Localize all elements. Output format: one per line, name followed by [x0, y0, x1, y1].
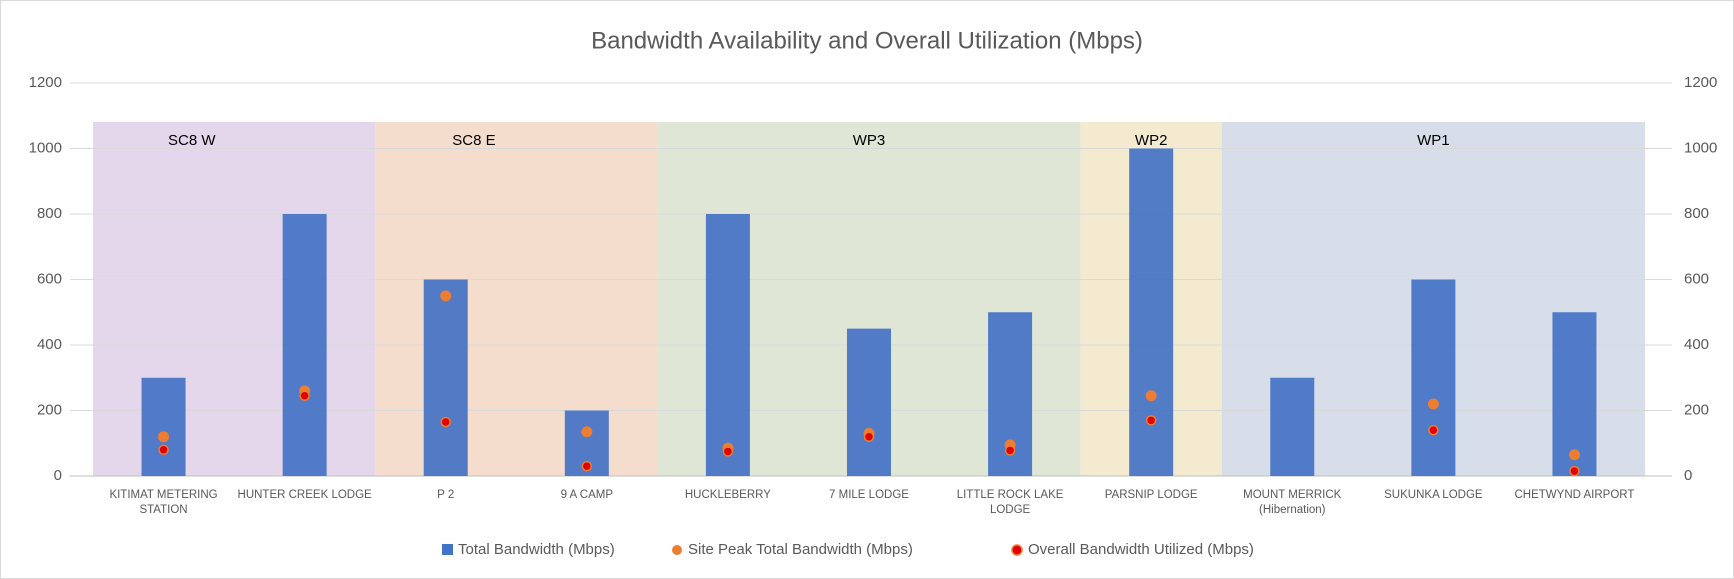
dot: [1145, 390, 1157, 402]
x-tick-label: PARSNIP LODGE: [1104, 489, 1198, 501]
x-tick-label: P 2: [437, 489, 455, 501]
region-label: SC8 E: [452, 132, 495, 149]
region-label: SC8 W: [168, 132, 216, 149]
dot: [1004, 445, 1016, 456]
y2-tick-label: 400: [1684, 336, 1709, 353]
dot: [581, 426, 593, 438]
y2-tick-label: 200: [1684, 401, 1709, 418]
dot: [1569, 465, 1580, 477]
dot: [440, 416, 451, 428]
dot: [581, 460, 593, 472]
y-tick-label: 0: [54, 467, 62, 484]
y-tick-label: 800: [37, 205, 62, 222]
dot: [1428, 424, 1439, 436]
x-tick-label: SUKUNKA LODGE: [1384, 489, 1483, 501]
x-tick-label: KITIMAT METERING STATION: [109, 489, 218, 516]
region-label: WP2: [1135, 132, 1168, 149]
y2-tick-label: 0: [1684, 467, 1692, 484]
y2-tick-label: 1200: [1684, 74, 1717, 91]
bar: [282, 214, 327, 476]
bar: [423, 279, 468, 476]
dot: [863, 431, 875, 442]
dot: [1427, 398, 1439, 410]
x-tick-label: 9 A CAMP: [560, 489, 614, 501]
y2-tick-label: 1000: [1684, 139, 1717, 156]
y2-tick-label: 800: [1684, 205, 1709, 222]
dot: [1145, 415, 1157, 426]
dot: [1568, 449, 1580, 461]
legend-swatch: [442, 544, 453, 555]
legend-swatch: [1011, 544, 1023, 556]
y2-tick-label: 600: [1684, 270, 1709, 287]
y-tick-label: 200: [37, 401, 62, 418]
legend-label: Overall Bandwidth Utilized (Mbps): [1028, 541, 1254, 558]
bar: [1411, 279, 1456, 476]
dot: [158, 444, 169, 456]
bar: [1552, 312, 1597, 476]
x-tick-label: 7 MILE LODGE: [829, 489, 909, 501]
y-tick-label: 400: [37, 336, 62, 353]
y-tick-label: 1000: [29, 139, 62, 156]
legend-label: Total Bandwidth (Mbps): [458, 541, 615, 558]
legend-swatch: [672, 545, 682, 555]
dot: [722, 446, 734, 457]
dot: [158, 431, 170, 443]
bar: [1129, 148, 1174, 476]
x-tick-label: HUNTER CREEK LODGE: [237, 489, 372, 501]
dot: [299, 390, 310, 402]
bar: [705, 214, 750, 476]
dot: [440, 290, 452, 302]
region-band: [375, 122, 658, 476]
bar: [847, 328, 891, 476]
x-tick-label: CHETWYND AIRPORT: [1514, 489, 1635, 501]
region-band: [93, 122, 376, 476]
region-label: WP3: [853, 132, 886, 149]
chart-title: Bandwidth Availability and Overall Utili…: [591, 27, 1143, 54]
bar: [141, 377, 186, 476]
region-label: WP1: [1417, 132, 1450, 149]
x-tick-label: MOUNT MERRICK (Hibernation): [1243, 489, 1342, 516]
x-tick-label: HUCKLEBERRY: [684, 489, 771, 501]
y-tick-label: 1200: [29, 74, 62, 91]
bar: [1270, 377, 1315, 476]
x-tick-label: LITTLE ROCK LAKE LODGE: [956, 489, 1064, 516]
legend-label: Site Peak Total Bandwidth (Mbps): [688, 541, 913, 558]
y-tick-label: 600: [37, 270, 62, 287]
